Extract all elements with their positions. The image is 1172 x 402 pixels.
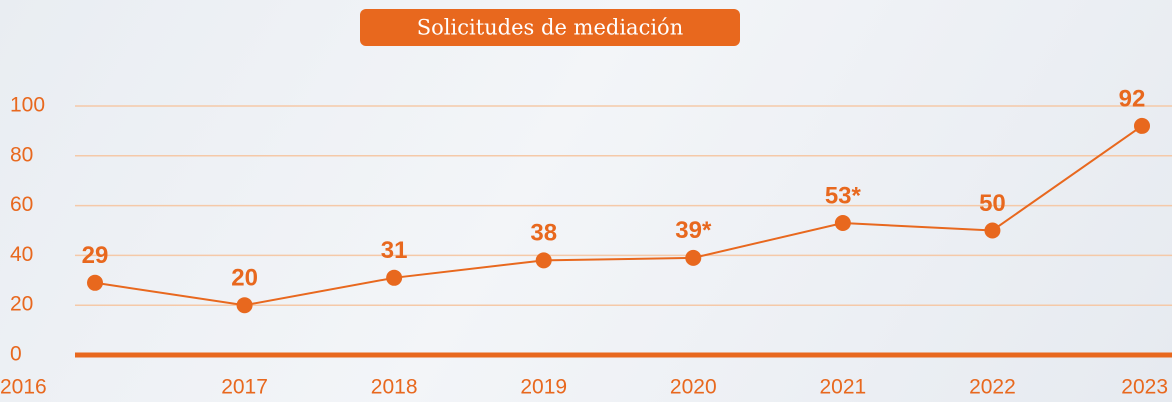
x-tick-label: 2019 [520,376,567,399]
point [685,249,702,266]
data-label: 92 [1119,85,1146,112]
y-tick-label: 100 [10,94,45,117]
x-tick-label: 2023 [1121,376,1168,399]
y-tick-label: 60 [10,193,33,216]
chart-title: Solicitudes de mediación [417,16,683,40]
point [535,252,552,269]
data-label: 31 [381,237,408,264]
point [984,222,1001,239]
y-tick-label: 80 [10,143,33,166]
y-tick-label: 20 [10,293,33,316]
x-tick-label: 2020 [670,376,717,399]
data-label: 39* [675,217,712,244]
title-box [360,9,740,46]
x-tick-label: 2017 [221,376,268,399]
data-label: 20 [231,265,258,292]
point [1134,117,1150,134]
data-label: 29 [82,242,109,269]
data-label: 50 [979,190,1006,217]
line [94,125,1143,307]
x-tick-label: 2022 [969,376,1016,399]
y-tick-label: 40 [10,243,33,266]
y-tick-label: 0 [10,343,22,366]
point [834,215,851,232]
point [87,274,103,291]
data-label: 38 [530,220,557,247]
x-tick-label: 2021 [819,376,866,399]
data-label: 53* [825,182,862,209]
point [386,269,403,286]
point [236,297,253,314]
x-tick-label: 2016 [0,376,47,399]
x-tick-label: 2018 [371,376,418,399]
